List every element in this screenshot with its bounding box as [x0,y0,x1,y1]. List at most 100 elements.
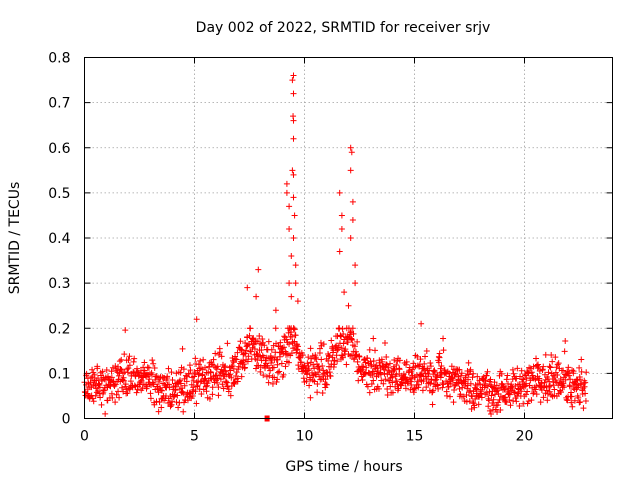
data-point [458,370,465,377]
data-point [229,355,236,362]
data-point [546,363,553,370]
data-point [286,225,293,232]
data-point [215,384,222,391]
data-point [488,392,495,399]
data-point [568,393,575,400]
data-point [551,386,558,393]
data-point [384,392,391,399]
data-point [145,364,152,371]
data-point [270,364,277,371]
data-point [336,325,343,332]
data-point [230,379,237,386]
data-point [214,375,221,382]
data-point [304,371,311,378]
data-point [551,392,558,399]
data-point [465,376,472,383]
data-point [212,350,219,357]
data-point [186,362,193,369]
data-point [295,362,302,369]
data-point [290,90,297,97]
data-point [356,353,363,360]
data-point [382,340,389,347]
data-point [389,374,396,381]
data-point [355,377,362,384]
data-point [314,380,321,387]
data-point [354,358,361,365]
data-point [289,77,296,84]
data-point [344,339,351,346]
data-point [286,203,293,210]
data-point [303,378,310,385]
chart-title: Day 002 of 2022, SRMTID for receiver srj… [196,20,491,36]
data-point [294,343,301,350]
data-point [299,352,306,359]
data-point [109,394,116,401]
data-point [181,382,188,389]
data-point [562,338,569,345]
data-point [137,378,144,385]
data-point [288,253,295,260]
data-point [94,365,101,372]
data-point [165,365,172,372]
data-point [465,371,472,378]
data-point [283,180,290,187]
data-point [91,371,98,378]
data-point [279,344,286,351]
data-point [133,389,140,396]
data-point [115,388,122,395]
data-point [173,399,180,406]
data-point [323,381,330,388]
data-point [440,335,447,342]
data-point [490,396,497,403]
data-point [194,382,201,389]
data-point [347,167,354,174]
data-point [353,352,360,359]
data-point [290,194,297,201]
data-point [566,372,573,379]
data-point [474,373,481,380]
data-point [347,144,354,151]
data-point [582,398,589,405]
data-point [268,360,275,367]
data-point [525,398,532,405]
data-point [309,377,316,384]
data-point [157,387,164,394]
data-point [333,352,340,359]
data-point [514,390,521,397]
data-point [169,398,176,405]
data-point [396,366,403,373]
data-point [402,385,409,392]
data-point [340,340,347,347]
data-point [349,198,356,205]
data-point [159,387,166,394]
data-point [150,381,157,388]
data-point [237,338,244,345]
data-point [305,363,312,370]
data-point [336,189,343,196]
data-point [370,335,377,342]
data-point [570,384,577,391]
data-point [352,280,359,287]
data-point [151,365,158,372]
data-point [563,396,570,403]
data-point [449,377,456,384]
data-point [395,385,402,392]
data-point [272,307,279,314]
data-point [122,327,129,334]
data-point [276,353,283,360]
data-point [426,367,433,374]
data-point [339,354,346,361]
data-point [338,212,345,219]
data-point [528,397,535,404]
data-point [280,344,287,351]
data-point [307,376,314,383]
data-point [486,397,493,404]
data-point [561,348,568,355]
data-point [234,378,241,385]
data-point [414,353,421,360]
data-point [198,391,205,398]
data-point [495,399,502,406]
data-point [193,379,200,386]
data-point [386,377,393,384]
data-point [347,235,354,241]
